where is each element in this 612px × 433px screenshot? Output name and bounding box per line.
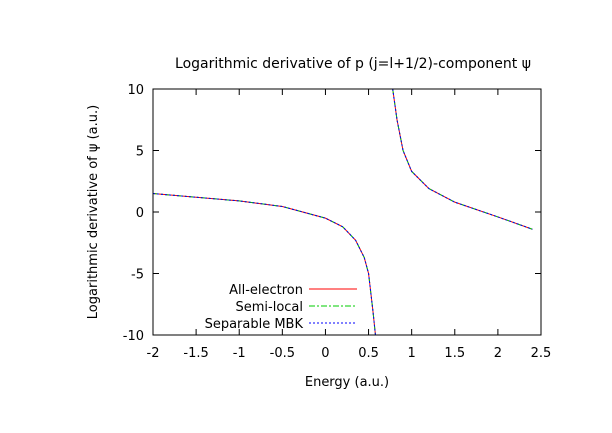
x-tick-label: 0 [321, 346, 329, 361]
x-tick-label: -1.5 [183, 346, 208, 361]
y-tick-label: -10 [123, 329, 144, 344]
x-tick-label: 2 [494, 346, 502, 361]
x-axis-label: Energy (a.u.) [305, 375, 389, 390]
legend-label-2: Semi-local [235, 300, 303, 315]
x-tick-label: -1 [233, 346, 246, 361]
x-tick-label: 1.5 [444, 346, 465, 361]
x-tick-label: -0.5 [270, 346, 295, 361]
chart-title: Logarithmic derivative of p (j=l+1/2)-co… [175, 56, 531, 72]
legend-label-1: All-electron [229, 283, 303, 298]
y-tick-label: -5 [131, 268, 144, 283]
legend-label-3: Separable MBK [205, 317, 304, 332]
axis-ticks: -2 -1.5 -1 -0.5 0 0.5 1 1.5 2 2.5 -10 -5 0 5 10 [123, 83, 552, 361]
legend: All-electron Semi-local Separable MBK [205, 283, 357, 332]
x-tick-label: 0.5 [358, 346, 379, 361]
x-tick-label: 1 [408, 346, 416, 361]
series-line-2-segment-2 [392, 88, 533, 230]
series-line-1-segment-2 [392, 88, 533, 230]
y-tick-label: 0 [136, 206, 144, 221]
series-line-3-segment-1 [152, 193, 376, 336]
series-line-3-segment-2 [392, 88, 533, 230]
plot-curves [152, 88, 533, 336]
y-tick-label: 5 [136, 145, 144, 160]
y-tick-label: 10 [127, 83, 144, 98]
x-tick-label: 2.5 [531, 346, 552, 361]
x-tick-label: -2 [147, 346, 160, 361]
y-axis-label: Logarithmic derivative of ψ (a.u.) [86, 105, 101, 319]
